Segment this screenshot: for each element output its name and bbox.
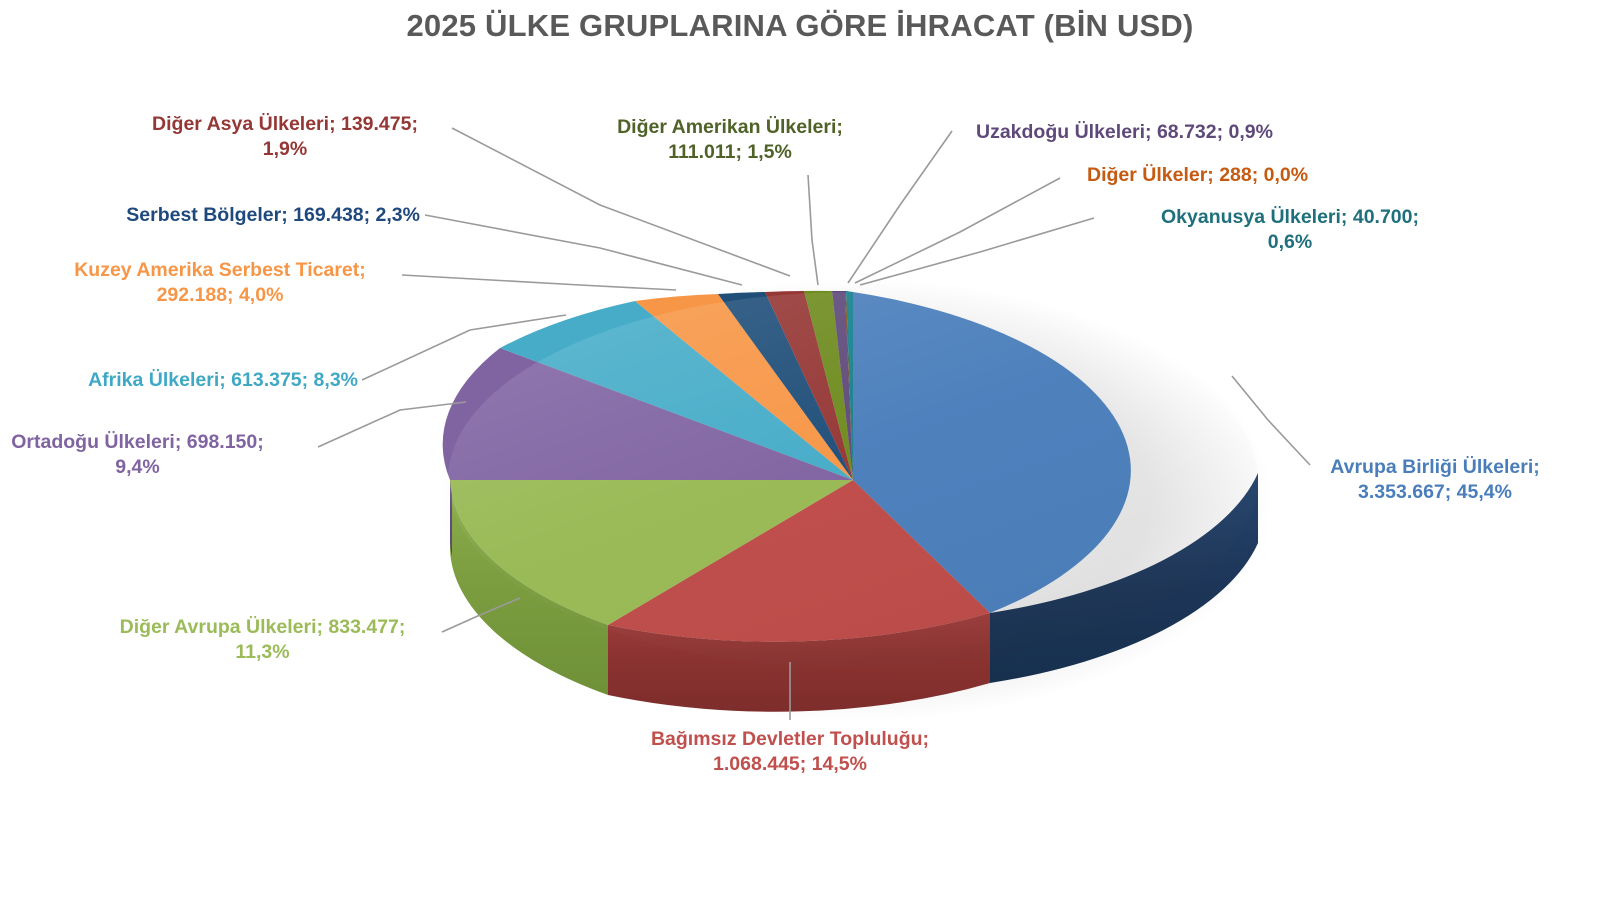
data-label-uzakdogu-ulkeleri: Uzakdoğu Ülkeleri; 68.732; 0,9% [976,121,1273,143]
pie-top-sheen [448,292,1258,668]
data-label-diger-ulkeler: Diğer Ülkeler; 288; 0,0% [1087,164,1309,186]
data-label-kuzey-amerika-serbest-ticaret: Kuzey Amerika Serbest Ticaret; 292.188; … [74,259,366,307]
data-label-serbest-bolgeler: Serbest Bölgeler; 169.438; 2,3% [126,204,420,226]
data-label-diger-asya-ulkeleri: Diğer Asya Ülkeleri; 139.475; 1,9% [152,113,418,161]
data-label-ortadogu-ulkeleri: Ortadoğu Ülkeleri; 698.150; 9,4% [11,431,264,479]
data-label-afrika-ulkeleri: Afrika Ülkeleri; 613.375; 8,3% [88,369,358,391]
data-label-avrupa-birligi-ulkeleri: Avrupa Birliği Ülkeleri; 3.353.667; 45,4… [1330,456,1540,504]
data-label-diger-amerikan-ulkeleri: Diğer Amerikan Ülkeleri; 111.011; 1,5% [617,116,843,164]
data-label-diger-avrupa-ulkeleri: Diğer Avrupa Ülkeleri; 833.477; 11,3% [119,616,406,664]
slice-side-diger-avrupa [450,480,608,695]
leader-lines [317,127,1311,720]
page-title: 2025 ÜLKE GRUPLARINA GÖRE İHRACAT (BİN U… [406,8,1194,43]
data-label-bagimsiz-devletler-toplulugu: Bağımsız Devletler Topluluğu; 1.068.445;… [650,728,930,776]
data-label-okyanusya-ulkeleri: Okyanusya Ülkeleri; 40.700; 0,6% [1161,206,1419,254]
